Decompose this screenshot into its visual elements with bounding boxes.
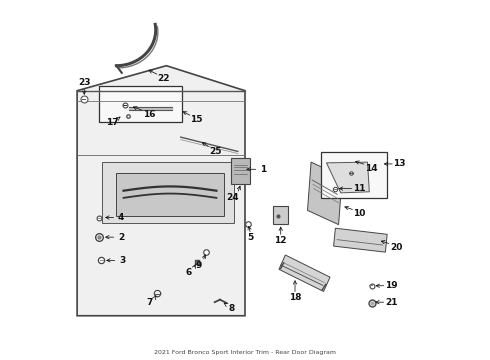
Text: 23: 23 bbox=[78, 78, 91, 87]
Bar bbox=[273, 206, 288, 224]
Polygon shape bbox=[77, 66, 245, 316]
Bar bbox=[231, 158, 250, 184]
Text: 15: 15 bbox=[191, 116, 203, 125]
Text: 14: 14 bbox=[365, 164, 377, 173]
Text: 1: 1 bbox=[260, 165, 267, 174]
Text: 22: 22 bbox=[158, 75, 170, 84]
Polygon shape bbox=[117, 173, 223, 216]
Text: 16: 16 bbox=[143, 110, 155, 119]
Polygon shape bbox=[334, 228, 387, 252]
Text: 2: 2 bbox=[118, 233, 124, 242]
Text: 10: 10 bbox=[353, 210, 366, 219]
Text: 24: 24 bbox=[226, 193, 239, 202]
Polygon shape bbox=[279, 255, 330, 292]
Text: 25: 25 bbox=[209, 147, 221, 156]
Text: 9: 9 bbox=[195, 261, 201, 270]
Polygon shape bbox=[308, 162, 342, 225]
Text: 11: 11 bbox=[353, 184, 365, 193]
Text: 20: 20 bbox=[390, 243, 402, 252]
Polygon shape bbox=[326, 162, 369, 193]
Text: 17: 17 bbox=[106, 118, 119, 127]
Text: 8: 8 bbox=[229, 304, 235, 313]
Text: 21: 21 bbox=[385, 298, 397, 307]
Text: 2021 Ford Bronco Sport Interior Trim - Rear Door Diagram: 2021 Ford Bronco Sport Interior Trim - R… bbox=[154, 350, 336, 355]
Text: 5: 5 bbox=[247, 233, 254, 242]
Text: 12: 12 bbox=[274, 236, 287, 245]
Text: 18: 18 bbox=[289, 293, 301, 302]
Text: 19: 19 bbox=[385, 281, 397, 290]
Text: 7: 7 bbox=[147, 298, 153, 307]
Text: 3: 3 bbox=[119, 256, 125, 265]
FancyBboxPatch shape bbox=[99, 86, 182, 122]
Text: 6: 6 bbox=[185, 268, 192, 277]
FancyBboxPatch shape bbox=[321, 153, 387, 198]
Polygon shape bbox=[102, 162, 234, 223]
Text: 13: 13 bbox=[393, 159, 406, 168]
Text: 4: 4 bbox=[118, 213, 124, 222]
